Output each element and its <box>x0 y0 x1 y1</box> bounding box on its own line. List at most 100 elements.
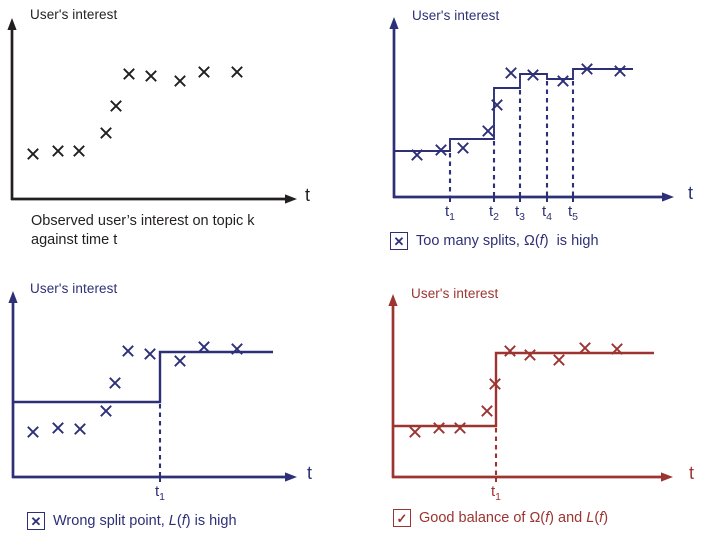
data-x-mark <box>481 405 493 417</box>
data-x-mark <box>109 377 121 389</box>
data-x-mark <box>557 75 569 87</box>
x-box-icon: ✕ <box>27 512 45 530</box>
caption-segment-math-L: L <box>586 510 595 526</box>
caption-wrong-split: ✕ Wrong split point, L(f) is high <box>27 512 237 530</box>
data-x-mark <box>553 354 565 366</box>
plot-good-balance <box>388 294 673 482</box>
data-x-mark <box>482 125 494 137</box>
data-x-mark <box>579 342 591 354</box>
data-x-mark <box>504 345 516 357</box>
data-x-mark <box>614 65 626 77</box>
caption-segment: Too many splits, <box>416 233 524 249</box>
y-axis-arrowhead <box>388 294 398 306</box>
x-axis-label: t <box>307 463 313 483</box>
data-x-mark <box>489 378 501 390</box>
axis-tick-label: t5 <box>567 203 578 223</box>
data-x-mark <box>231 66 243 78</box>
caption-segment: Ω( <box>524 233 540 249</box>
caption-line-2: against time t <box>31 232 118 248</box>
caption-good-balance: ✓ Good balance of Ω(f) and L(f) <box>393 509 608 527</box>
caption-text: Too many splits, Ω(f) is high <box>416 233 599 249</box>
axis-tick-label: t2 <box>488 203 499 223</box>
data-x-mark <box>122 345 134 357</box>
check-box-icon: ✓ <box>393 509 411 527</box>
caption-text: Good balance of Ω(f) and L(f) <box>419 510 608 526</box>
data-x-mark <box>581 63 593 75</box>
y-axis-arrowhead <box>8 291 18 303</box>
data-x-mark <box>433 422 445 434</box>
caption-observed: Observed user’s interest on topic k agai… <box>31 212 255 250</box>
data-x-mark <box>123 68 135 80</box>
data-x-mark <box>144 348 156 360</box>
data-x-mark <box>611 343 623 355</box>
x-axis-label: t <box>689 463 695 483</box>
data-x-mark <box>110 100 122 112</box>
panel-too-many-splits: User's interest t ✕ Too many splits, Ω(f… <box>352 0 703 267</box>
data-x-mark <box>52 422 64 434</box>
axis-tick-label: t1 <box>154 483 165 503</box>
caption-segment-math-f: f <box>181 513 186 529</box>
caption-segment: ( <box>176 513 182 529</box>
data-x-mark <box>198 66 210 78</box>
caption-segment: ) is high <box>185 513 237 529</box>
data-x-mark <box>174 75 186 87</box>
caption-text: Wrong split point, L(f) is high <box>53 513 237 529</box>
x-box-icon: ✕ <box>390 232 408 250</box>
plot-observed-scatter <box>7 18 297 204</box>
x-axis-arrowhead <box>285 472 297 482</box>
x-axis-arrowhead <box>662 192 674 202</box>
axis-tick-label: t3 <box>514 203 525 223</box>
caption-segment: ) is high <box>543 233 599 249</box>
step-function-line <box>13 350 273 404</box>
data-x-mark <box>435 144 447 156</box>
data-x-mark <box>505 67 517 79</box>
data-x-mark <box>145 70 157 82</box>
x-axis-arrowhead <box>285 194 297 204</box>
data-x-mark <box>52 145 64 157</box>
caption-line-1: Observed user’s interest on topic k <box>31 213 255 229</box>
caption-segment-math-f: f <box>545 510 550 526</box>
caption-segment-math-f: f <box>539 233 544 249</box>
data-x-mark <box>457 142 469 154</box>
y-axis-label: User's interest <box>30 281 118 296</box>
data-x-mark <box>524 349 536 361</box>
data-x-mark <box>527 69 539 81</box>
data-x-mark <box>100 127 112 139</box>
data-x-mark <box>198 341 210 353</box>
x-axis-label: t <box>688 183 694 203</box>
caption-segment: ( <box>594 510 600 526</box>
y-axis-arrowhead <box>389 17 399 29</box>
caption-segment-math-f: f <box>599 510 604 526</box>
caption-segment: Good balance of <box>419 510 530 526</box>
caption-segment-math-L: L <box>168 513 177 529</box>
plot-wrong-split-point <box>8 291 297 482</box>
y-axis-label: User's interest <box>411 286 499 301</box>
y-axis-label: User's interest <box>412 8 500 23</box>
axis-tick-label: t4 <box>541 203 552 223</box>
caption-too-many-splits: ✕ Too many splits, Ω(f) is high <box>390 232 599 250</box>
plot-too-many-splits <box>389 17 674 202</box>
caption-segment: Ω( <box>529 510 546 526</box>
data-x-mark <box>27 148 39 160</box>
panel-wrong-split-point: User's interest t ✕ Wrong split point, L… <box>0 267 352 534</box>
data-x-mark <box>27 426 39 438</box>
axis-tick-label: t1 <box>444 203 455 223</box>
y-axis-arrowhead <box>7 18 17 30</box>
caption-segment: ) <box>603 510 609 526</box>
data-x-mark <box>174 355 186 367</box>
x-axis-label: t <box>305 185 311 205</box>
data-x-mark <box>491 99 503 111</box>
data-x-mark <box>73 145 85 157</box>
x-axis-arrowhead <box>661 472 673 482</box>
data-x-mark <box>409 426 421 438</box>
panel-good-balance: User's interest t ✓ Good balance of Ω(f)… <box>352 267 703 534</box>
axis-tick-label: t1 <box>490 483 501 503</box>
data-x-mark <box>231 343 243 355</box>
caption-segment: Wrong split point, <box>53 513 169 529</box>
caption-segment: ) and <box>549 510 587 526</box>
y-axis-label: User's interest <box>30 7 118 22</box>
panel-observed-scatter: User's interest t Observed user’s intere… <box>0 0 352 267</box>
step-function-line <box>394 68 633 152</box>
data-x-mark <box>100 405 112 417</box>
